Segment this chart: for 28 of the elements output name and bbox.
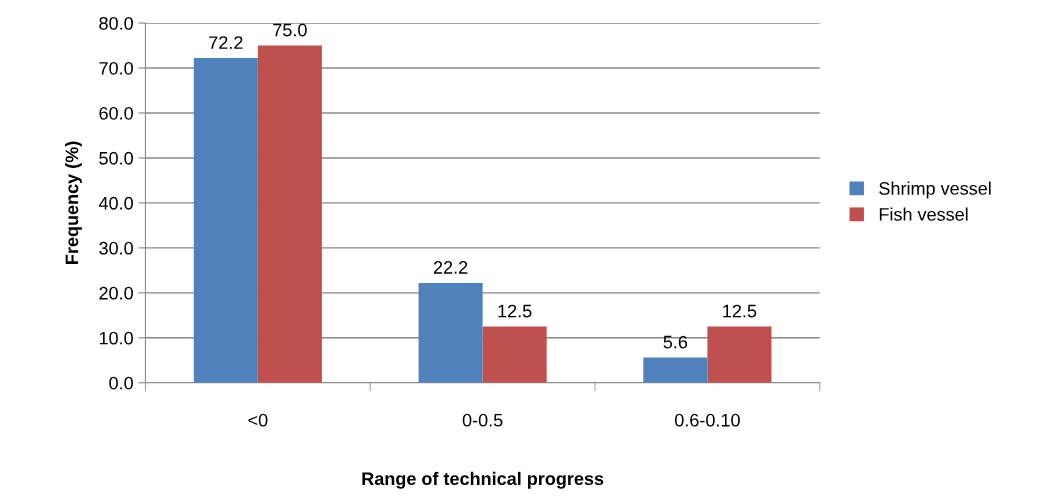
y-tick-label: 20.0 <box>99 286 133 300</box>
bar <box>707 326 772 383</box>
legend-label: Fish vessel <box>879 207 968 221</box>
bar <box>482 326 547 383</box>
y-tick-label: 0.0 <box>109 376 133 390</box>
x-tick-label: 0-0.5 <box>462 413 503 427</box>
x-tick-label: <0 <box>248 413 268 427</box>
data-label: 12.5 <box>723 304 757 318</box>
x-tick-label: 0.6-0.10 <box>674 413 740 427</box>
data-label: 72.2 <box>209 36 243 49</box>
x-axis-title: Range of technical progress <box>362 471 604 489</box>
bar <box>257 45 322 383</box>
data-label: 12.5 <box>498 304 532 318</box>
bar <box>193 58 258 383</box>
y-tick-label: 70.0 <box>99 61 133 75</box>
data-label: 22.2 <box>433 261 468 274</box>
y-tick-label: 10.0 <box>99 331 133 345</box>
y-axis-title: Frequency (%) <box>65 141 82 264</box>
data-label: 75.0 <box>273 23 307 37</box>
y-tick-label: 60.0 <box>99 106 133 120</box>
y-tick-label: 50.0 <box>99 151 133 165</box>
bar <box>418 282 483 383</box>
bar <box>643 357 708 383</box>
y-tick-label: 80.0 <box>99 16 133 30</box>
y-tick-label: 40.0 <box>98 196 133 210</box>
legend-label: Shrimp vessel <box>879 181 991 199</box>
y-tick-label: 30.0 <box>99 241 133 255</box>
data-label: 5.6 <box>663 335 688 349</box>
